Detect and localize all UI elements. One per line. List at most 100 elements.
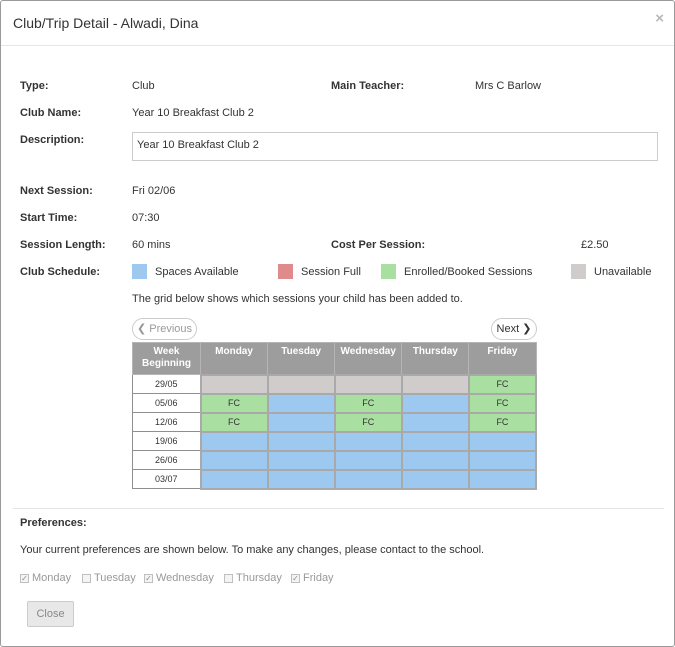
session-cell-friday: [467, 468, 538, 490]
legend-swatch-enrolled: [381, 264, 396, 279]
grid-row: 29/05 FC: [132, 373, 538, 395]
session-cell-wednesday: FC: [333, 392, 403, 414]
session-cell-wednesday: [333, 449, 403, 471]
session-length-label: Session Length:: [20, 239, 106, 251]
grid-header-row: Week Beginning Monday Tuesday Wednesday …: [132, 342, 537, 375]
legend-label-unavailable: Unavailable: [594, 266, 652, 278]
pref-thursday: Thursday: [224, 572, 282, 584]
cost-per-session-label: Cost Per Session:: [331, 239, 426, 251]
main-teacher-value: Mrs C Barlow: [475, 80, 542, 92]
grid-note: The grid below shows which sessions your…: [132, 293, 463, 305]
legend-swatch-unavailable: [571, 264, 586, 279]
main-teacher-label: Main Teacher:: [331, 80, 405, 92]
pref-monday: ✓ Monday: [20, 572, 71, 584]
legend-label-full: Session Full: [301, 266, 361, 278]
description-label: Description:: [20, 134, 85, 146]
legend-swatch-available: [132, 264, 147, 279]
week-beginning-cell: 05/06: [132, 393, 201, 413]
session-length-value: 60 mins: [132, 239, 171, 251]
session-cell-monday: [199, 430, 269, 452]
header-tuesday: Tuesday: [267, 342, 336, 375]
session-cell-monday: FC: [199, 392, 269, 414]
chevron-right-icon: ❯: [522, 323, 532, 335]
previous-label: Previous: [149, 323, 193, 335]
close-button[interactable]: Close: [27, 601, 74, 627]
session-cell-monday: FC: [199, 411, 269, 433]
type-label: Type:: [20, 80, 49, 92]
session-cell-thursday: [400, 392, 470, 414]
start-time-label: Start Time:: [20, 212, 78, 224]
dialog-title: Club/Trip Detail - Alwadi, Dina: [13, 15, 199, 31]
pref-thursday-label: Thursday: [236, 572, 282, 584]
session-cell-friday: [467, 449, 538, 471]
grid-row: 19/06: [132, 430, 538, 452]
pref-monday-label: Monday: [32, 572, 72, 584]
start-time-value: 07:30: [132, 212, 160, 224]
session-cell-tuesday: [266, 373, 336, 395]
club-name-label: Club Name:: [20, 107, 82, 119]
legend-label-enrolled: Enrolled/Booked Sessions: [404, 266, 533, 278]
week-beginning-cell: 26/06: [132, 450, 201, 470]
type-value: Club: [132, 80, 155, 92]
session-cell-tuesday: [266, 392, 336, 414]
cost-per-session-value: £2.50: [581, 239, 609, 251]
session-cell-friday: FC: [467, 373, 538, 395]
session-cell-tuesday: [266, 411, 336, 433]
checkbox-monday: ✓: [20, 573, 29, 583]
checkbox-tuesday: [82, 573, 91, 583]
header-monday: Monday: [199, 342, 269, 375]
session-cell-wednesday: [333, 373, 403, 395]
session-cell-monday: [199, 373, 269, 395]
session-cell-tuesday: [266, 449, 336, 471]
session-cell-thursday: [400, 430, 470, 452]
week-beginning-cell: 29/05: [132, 374, 201, 394]
grid-row: 12/06 FC FC FC: [132, 411, 538, 433]
next-session-label: Next Session:: [20, 185, 93, 197]
preferences-heading: Preferences:: [20, 517, 87, 529]
legend-swatch-full: [278, 264, 293, 279]
pref-tuesday-label: Tuesday: [94, 572, 136, 584]
legend-label-available: Spaces Available: [155, 266, 239, 278]
session-cell-thursday: [400, 373, 470, 395]
chevron-left-icon: ❮: [136, 323, 147, 335]
grid-row: 05/06 FC FC FC: [132, 392, 538, 414]
session-cell-monday: [199, 468, 269, 490]
pref-friday: ✓ Friday: [291, 572, 334, 584]
session-cell-wednesday: [333, 468, 403, 490]
session-cell-wednesday: FC: [333, 411, 403, 433]
previous-button[interactable]: ❮ Previous: [132, 318, 197, 340]
session-cell-monday: [199, 449, 269, 471]
session-cell-thursday: [400, 449, 470, 471]
checkbox-friday: ✓: [291, 573, 300, 583]
week-beginning-cell: 19/06: [132, 431, 201, 451]
checkbox-wednesday: ✓: [144, 573, 153, 583]
pref-tuesday: Tuesday: [82, 572, 136, 584]
next-session-value: Fri 02/06: [132, 185, 176, 197]
week-beginning-cell: 12/06: [132, 412, 201, 432]
pref-friday-label: Friday: [303, 572, 334, 584]
section-divider: [13, 508, 664, 509]
grid-row: 26/06: [132, 449, 538, 471]
schedule-grid: Week Beginning Monday Tuesday Wednesday …: [132, 342, 538, 490]
pref-wednesday-label: Wednesday: [156, 572, 214, 584]
session-cell-tuesday: [266, 430, 336, 452]
session-cell-friday: FC: [467, 411, 538, 433]
grid-row: 03/07: [132, 468, 538, 490]
next-button[interactable]: Next ❯: [491, 318, 537, 340]
next-label: Next: [496, 323, 520, 335]
pref-wednesday: ✓ Wednesday: [144, 572, 214, 584]
session-cell-tuesday: [266, 468, 336, 490]
session-cell-thursday: [400, 468, 470, 490]
dialog-header: Club/Trip Detail - Alwadi, Dina ×: [1, 1, 674, 46]
header-week-beginning: Week Beginning: [132, 342, 201, 375]
club-name-value: Year 10 Breakfast Club 2: [132, 107, 254, 119]
header-thursday: Thursday: [401, 342, 470, 375]
checkbox-thursday: [224, 573, 233, 583]
session-cell-thursday: [400, 411, 470, 433]
description-field: Year 10 Breakfast Club 2: [132, 132, 658, 161]
close-icon[interactable]: ×: [655, 10, 664, 27]
header-wednesday: Wednesday: [334, 342, 403, 375]
preferences-note: Your current preferences are shown below…: [20, 544, 485, 556]
header-friday: Friday: [468, 342, 537, 375]
